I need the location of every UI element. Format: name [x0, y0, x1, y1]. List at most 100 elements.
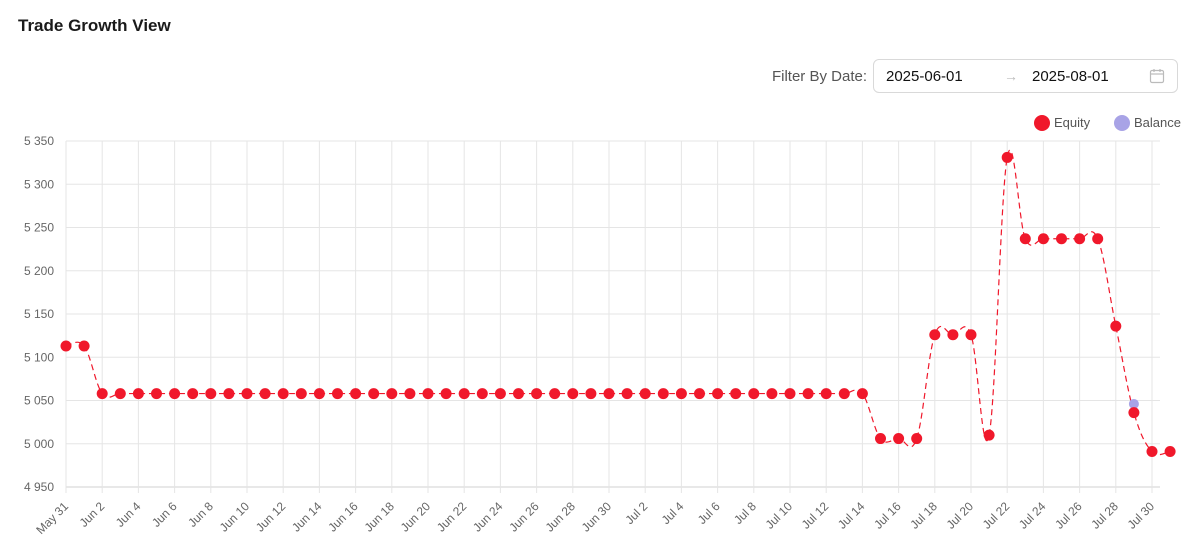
data-point-equity [603, 388, 615, 400]
x-tick-label: Jun 16 [325, 499, 361, 535]
x-tick-label: Jul 30 [1125, 499, 1158, 532]
data-point-equity [60, 340, 72, 352]
data-point-equity [332, 388, 343, 400]
calendar-icon[interactable] [1149, 68, 1165, 84]
data-point-equity [712, 388, 724, 400]
data-point-equity [404, 388, 416, 400]
x-tick-label: Jul 8 [731, 499, 759, 527]
data-point-equity [929, 329, 941, 341]
y-tick-label: 5 200 [24, 264, 54, 278]
x-tick-label: Jul 26 [1052, 499, 1085, 532]
data-point-equity [368, 388, 380, 400]
y-tick-label: 5 000 [24, 437, 54, 451]
data-point-equity [1037, 233, 1049, 245]
data-point-equity [422, 388, 434, 400]
x-tick-label: Jun 14 [289, 499, 325, 535]
data-point-equity [169, 388, 181, 400]
data-point-equity [205, 388, 217, 400]
y-tick-label: 5 050 [24, 394, 54, 408]
data-point-equity [549, 388, 561, 400]
x-tick-label: Jun 2 [77, 499, 108, 530]
arrow-right-icon: → [1004, 68, 1018, 84]
data-point-equity [585, 388, 597, 400]
x-tick-label: Jul 28 [1088, 499, 1121, 532]
x-tick-label: Jun 8 [185, 499, 216, 530]
data-point-equity [277, 388, 289, 400]
data-point-equity [947, 329, 959, 341]
x-tick-label: Jul 14 [835, 499, 868, 532]
page-title: Trade Growth View [18, 16, 171, 35]
legend-label: Equity [1054, 115, 1091, 130]
x-tick-label: Jul 24 [1016, 499, 1049, 532]
x-tick-label: Jul 16 [871, 499, 904, 532]
data-point-equity [494, 388, 506, 400]
x-tick-label: Jul 2 [622, 499, 650, 527]
data-point-equity [1128, 407, 1140, 419]
data-point-equity [259, 388, 271, 400]
x-tick-label: Jul 12 [799, 499, 832, 532]
x-tick-label: Jul 20 [944, 499, 977, 532]
data-point-equity [295, 388, 307, 400]
end-date-input[interactable]: 2025-08-01 [1032, 67, 1109, 85]
y-tick-label: 4 950 [24, 480, 54, 494]
data-point-equity [1001, 151, 1013, 163]
data-point-equity [802, 388, 814, 400]
data-point-equity [567, 388, 579, 400]
data-point-equity [151, 388, 162, 400]
x-tick-label: Jun 30 [579, 499, 615, 535]
data-point-equity [313, 388, 325, 400]
x-tick-label: Jun 12 [253, 499, 289, 535]
data-point-equity [1019, 233, 1031, 245]
data-point-equity [96, 388, 108, 400]
data-point-equity [965, 329, 977, 341]
y-tick-label: 5 300 [24, 177, 54, 191]
y-tick-label: 5 150 [24, 307, 54, 321]
legend-marker [1114, 115, 1130, 131]
x-tick-label: Jun 6 [149, 499, 180, 530]
x-tick-label: Jun 28 [543, 499, 579, 535]
date-filter: Filter By Date: 2025-06-01 → 2025-08-01 [772, 59, 1178, 93]
chart-legend: Equity Balance [1034, 115, 1181, 131]
data-point-equity [78, 340, 90, 352]
x-tick-label: Jun 20 [398, 499, 434, 535]
data-point-equity [513, 388, 524, 400]
x-tick-label: Jun 4 [113, 499, 144, 530]
data-point-equity [1092, 233, 1104, 245]
data-point-equity [657, 388, 669, 400]
x-tick-label: Jul 10 [763, 499, 796, 532]
chart-grid [65, 140, 1160, 493]
y-tick-label: 5 100 [24, 350, 54, 364]
date-range-picker[interactable]: 2025-06-01 → 2025-08-01 [873, 59, 1178, 93]
data-point-equity [766, 388, 778, 400]
data-point-equity [784, 388, 796, 400]
series-lines [65, 149, 1171, 456]
y-axis: 5 350 5 300 5 250 5 200 5 150 5 100 5 050 5 000… [24, 134, 54, 494]
x-tick-label: Jul 6 [695, 499, 723, 527]
data-point-equity [694, 388, 705, 400]
data-point-equity [132, 388, 144, 400]
start-date-input[interactable]: 2025-06-01 [886, 67, 963, 85]
x-axis: May 31 Jun 2 Jun 4 Jun 6 Jun 8 Jun 10 Jun 12 Ju… [33, 499, 1157, 537]
data-point-equity [1110, 320, 1122, 332]
x-tick-label: Jun 10 [217, 499, 253, 535]
data-point-equity [476, 388, 488, 400]
data-point-equity [893, 433, 905, 445]
data-point-equity [1146, 446, 1158, 458]
data-point-equity [675, 388, 687, 400]
x-tick-label: Jun 26 [506, 499, 542, 535]
data-point-equity [856, 388, 868, 400]
data-point-equity [458, 388, 470, 400]
data-point-equity [187, 388, 199, 400]
series-line-equity [65, 149, 1171, 456]
filter-label: Filter By Date: [771, 67, 867, 85]
x-tick-label: Jun 22 [434, 499, 470, 535]
data-point-equity [621, 388, 633, 400]
data-point-equity [983, 429, 995, 441]
x-tick-label: Jun 24 [470, 499, 506, 535]
x-tick-label: Jul 18 [907, 499, 940, 532]
data-point-equity [838, 388, 850, 400]
x-tick-label: Jun 18 [362, 499, 398, 535]
x-tick-label: May 31 [33, 499, 71, 537]
data-point-equity [639, 388, 651, 400]
